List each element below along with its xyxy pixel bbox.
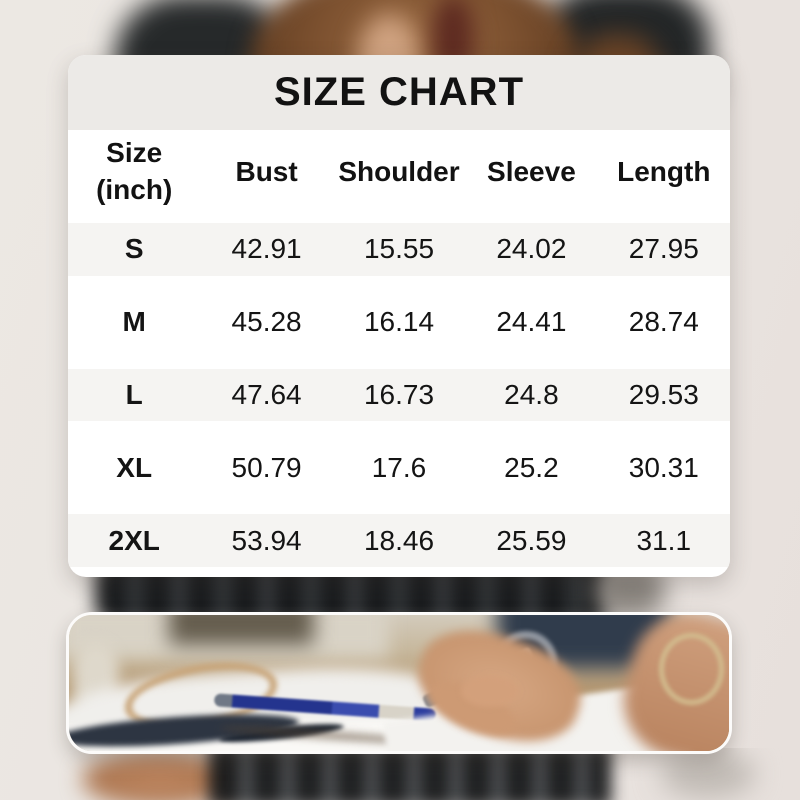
size-cell: M	[122, 306, 146, 338]
sleeve-cell: 24.02	[496, 233, 567, 265]
blurred-plaid-lower	[210, 748, 610, 800]
sleeve-cell: 25.59	[496, 524, 567, 556]
photo-background-object	[169, 615, 314, 645]
size-chart-card: SIZE CHART Size (inch) Bust Shoulder Sle…	[68, 55, 730, 577]
shoulder-cell: 17.6	[371, 451, 427, 483]
sleeve-cell: 24.41	[496, 306, 567, 338]
column-header-shoulder: Shoulder	[338, 155, 460, 187]
size-cell: XL	[116, 451, 153, 483]
length-cell: 30.31	[628, 451, 699, 483]
shoulder-cell: 16.14	[363, 306, 435, 338]
size-cell: L	[125, 378, 143, 410]
photo-bracelet	[659, 633, 724, 705]
length-cell: 31.1	[636, 524, 692, 556]
size-label-line1: Size	[106, 136, 163, 168]
size-chart-title: SIZE CHART	[274, 70, 524, 114]
sleeve-cell: 25.2	[504, 451, 559, 483]
blurred-bottom-background	[0, 748, 800, 800]
blurred-gray-object	[660, 750, 755, 798]
table-row-xl: XL 50.79 17.6 25.2 30.31	[68, 431, 730, 504]
fabric-cutting-photo	[66, 612, 732, 754]
table-row-2xl: 2XL 53.94 18.46 25.59 31.1	[68, 504, 730, 577]
length-cell: 27.95	[628, 233, 699, 265]
table-row-l: L 47.64 16.73 24.8 29.53	[68, 359, 730, 432]
blurred-plaid-checks	[210, 748, 610, 800]
shoulder-cell: 15.55	[363, 233, 435, 265]
column-header-length: Length	[617, 155, 711, 187]
length-cell: 29.53	[628, 378, 699, 410]
photo-fingertip	[461, 675, 519, 707]
bust-cell: 42.91	[231, 233, 302, 265]
column-header-bust: Bust	[235, 155, 298, 187]
size-cell: 2XL	[108, 524, 160, 556]
table-row-m: M 45.28 16.14 24.41 28.74	[68, 286, 730, 359]
bust-cell: 50.79	[231, 451, 302, 483]
length-cell: 28.74	[628, 306, 699, 338]
bust-cell: 47.64	[231, 378, 302, 410]
size-chart-header-band: SIZE CHART	[68, 55, 730, 130]
shoulder-cell: 18.46	[363, 524, 435, 556]
table-header-row: Size (inch) Bust Shoulder Sleeve Length	[68, 130, 730, 213]
bust-cell: 45.28	[231, 306, 302, 338]
bust-cell: 53.94	[231, 524, 302, 556]
column-header-size: Size (inch)	[68, 135, 200, 209]
column-header-sleeve: Sleeve	[487, 155, 576, 187]
size-cell: S	[124, 233, 144, 265]
shoulder-cell: 16.73	[363, 378, 435, 410]
sleeve-cell: 24.8	[504, 378, 559, 410]
table-row-s: S 42.91 15.55 24.02 27.95	[68, 213, 730, 286]
size-label-line2: (inch)	[96, 173, 173, 205]
